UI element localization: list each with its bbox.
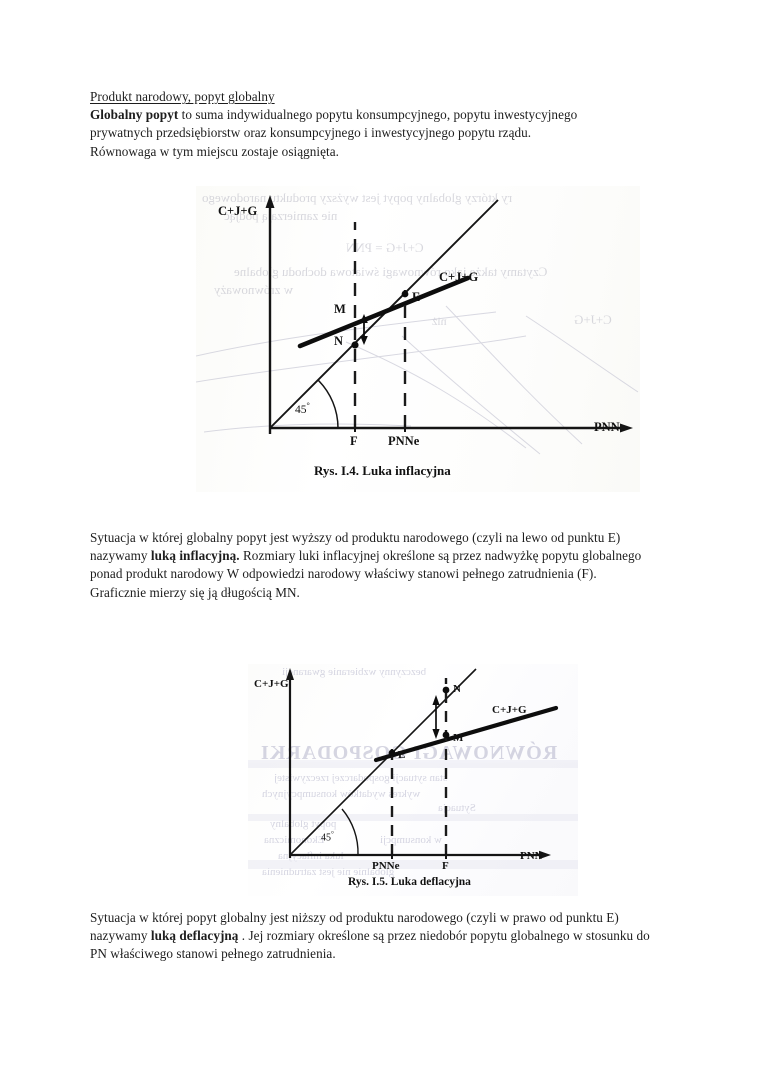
scan-artifact-bands <box>248 760 578 869</box>
intro-text-block: Produkt narodowy, popyt globalny Globaln… <box>90 88 670 161</box>
scan-artifact-lines <box>196 305 639 455</box>
para-deflacyjna-seg1: Sytuacja w której popyt globalny jest ni… <box>90 910 619 944</box>
point-n-marker <box>442 686 450 694</box>
point-n-marker <box>351 341 359 349</box>
figure-2-point-e-label: E <box>398 749 406 761</box>
figure-2-x-axis-label: PNN <box>520 850 543 862</box>
figure-1-point-e-label: E <box>412 290 421 304</box>
figure-2-angle-label: 45° <box>321 830 334 843</box>
para-inflacyjna-bold: luką inflacyjną. <box>150 548 240 564</box>
figure-2-point-m-label: M <box>453 732 464 744</box>
intro-line-2: prywatnych przedsiębiorstw oraz konsumpc… <box>90 125 532 141</box>
figure-1-x-axis-label: PNN <box>594 420 620 434</box>
para-inflacyjna-seg1: Sytuacja w której globalny popyt jest wy… <box>90 530 621 564</box>
figure-2-caption: Rys. I.5. Luka deflacyjna <box>348 876 471 888</box>
paragraph-luka-deflacyjna: Sytuacja w której popyt globalny jest ni… <box>90 909 670 964</box>
figure-1-caption: Rys. I.4. Luka inflacyjna <box>314 463 451 478</box>
intro-line-1-rest: to suma indywidualnego popytu konsumpcyj… <box>178 107 578 123</box>
para-inflacyjna-seg2: Rozmiary luki inflacyjnej określone są p… <box>90 548 642 582</box>
intro-line-3: Równowaga w tym miejscu zostaje osiągnię… <box>90 143 339 159</box>
section-heading: Produkt narodowy, popyt globalny <box>90 88 670 106</box>
gap-double-arrow <box>432 695 440 739</box>
aggregate-demand-line <box>373 705 559 763</box>
point-m-marker <box>442 731 450 739</box>
angle-value: 45 <box>321 832 331 844</box>
gap-double-arrow <box>360 314 368 345</box>
figure-1-point-n-label: N <box>334 334 344 348</box>
figure-1-angle-label: 45° <box>295 401 310 416</box>
degree-symbol: ° <box>331 830 334 838</box>
figure-1-plot <box>196 195 639 455</box>
figure-1-y-axis-label: C+J+G <box>218 204 258 218</box>
paragraph-luka-inflacyjna: Sytuacja w której globalny popyt jest wy… <box>90 529 670 602</box>
figure-2-point-n-label: N <box>453 683 461 695</box>
para-deflacyjna-body: Sytuacja w której popyt globalny jest ni… <box>90 909 670 964</box>
figure-2-curve-label: C+J+G <box>492 704 527 716</box>
angle-arc <box>341 808 359 856</box>
figure-2-tick-pnne-label: PNNe <box>372 860 400 872</box>
degree-symbol: ° <box>306 401 310 410</box>
figure-2-axes <box>286 668 551 860</box>
intro-bold-lead: Globalny popyt <box>90 107 179 123</box>
para-inflacyjna-last-line: Graficznie mierzy się ją długością MN. <box>90 584 300 600</box>
aggregate-demand-line <box>297 275 471 349</box>
para-inflacyjna-body: Sytuacja w której globalny popyt jest wy… <box>90 529 670 584</box>
para-deflacyjna-seg2: . Jej rozmiary określone są przez niedob… <box>90 928 650 962</box>
figure-2-y-axis-label: C+J+G <box>254 678 289 690</box>
figure-2-tick-f-label: F <box>442 860 449 872</box>
figure-2-plot <box>248 668 578 869</box>
figure-1-point-m-label: M <box>334 302 346 316</box>
figure-1-tick-f-label: F <box>350 434 358 448</box>
intro-line-1: Globalny popyt to suma indywidualnego po… <box>90 106 670 124</box>
point-e-marker <box>401 290 409 298</box>
figure-1-tick-pnne-label: PNNe <box>388 434 420 448</box>
para-deflacyjna-bold: luką deflacyjną <box>150 928 239 944</box>
figure-luka-deflacyjna: bezczynny wzbieranie gwarancji RÓWNOWAGI… <box>248 664 578 896</box>
angle-arc <box>317 379 339 429</box>
figure-1-axes <box>265 195 633 434</box>
figure-luka-inflacyjna: ry którzy globalny popyt jest wyższy pro… <box>196 186 640 492</box>
figure-1-curve-label: C+J+G <box>439 270 479 284</box>
point-e-marker <box>388 749 396 757</box>
angle-value: 45 <box>295 403 307 416</box>
section-heading-text: Produkt narodowy, popyt globalny <box>90 89 275 104</box>
